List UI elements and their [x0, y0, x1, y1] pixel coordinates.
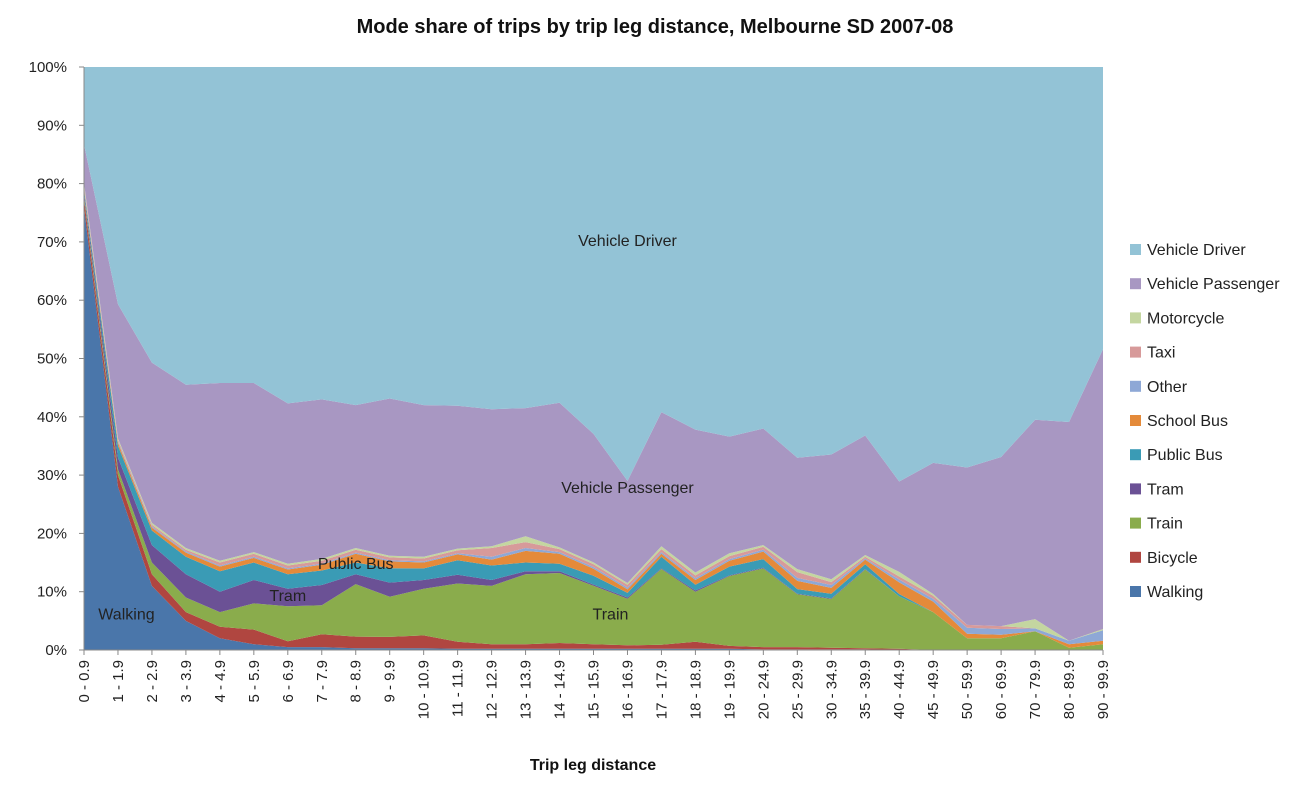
x-tick-label: 70 - 79.9: [1027, 660, 1044, 719]
label-vehicle-driver: Vehicle Driver: [578, 233, 677, 250]
x-tick-label: 0 - 0.9: [76, 660, 93, 703]
x-tick-label: 11 - 11.9: [450, 660, 467, 717]
y-tick-label: 100%: [29, 59, 67, 76]
x-axis-title: Trip leg distance: [530, 757, 656, 774]
area-vehicle-passenger: [84, 144, 1103, 641]
legend-swatch-tram: [1130, 483, 1141, 495]
legend-label-bicycle: Bicycle: [1147, 550, 1198, 567]
y-tick-label: 0%: [45, 642, 67, 659]
x-tick-label: 4 - 4.9: [212, 660, 229, 703]
x-tick-label: 90 - 99.9: [1095, 660, 1112, 719]
y-tick-label: 30%: [37, 467, 67, 484]
legend-label-vehicle-passenger: Vehicle Passenger: [1147, 276, 1280, 293]
y-tick-labels: 0% 10% 20% 30% 40% 50% 60% 70% 80% 90% 100%: [29, 59, 67, 659]
label-tram: Tram: [269, 588, 306, 605]
label-public-bus: Public Bus: [318, 556, 394, 573]
x-tick-label: 30 - 34.9: [823, 660, 840, 719]
legend-swatch-school-bus: [1130, 415, 1141, 426]
x-tick-label: 60 - 69.9: [993, 660, 1010, 719]
legend-swatch-bicycle: [1130, 551, 1141, 563]
legend-swatch-train: [1130, 517, 1141, 529]
area-layer: [84, 67, 1103, 651]
legend-label-taxi: Taxi: [1147, 345, 1175, 362]
legend-swatch-vehicle-passenger: [1130, 278, 1141, 290]
x-tick-label: 35 - 39.9: [857, 660, 874, 719]
x-tick-label: 3 - 3.9: [178, 660, 195, 703]
x-tick-label: 15 - 15.9: [586, 660, 603, 719]
y-tick-label: 80%: [37, 176, 67, 193]
x-tick-label: 14 - 14.9: [552, 660, 569, 719]
y-tick-label: 90%: [37, 117, 67, 134]
x-tick-label: 50 - 59.9: [959, 660, 976, 719]
legend-swatch-motorcycle: [1130, 312, 1141, 324]
legend-swatch-walking: [1130, 586, 1141, 597]
chart-title: Mode share of trips by trip leg distance…: [356, 16, 954, 38]
x-tick-label: 2 - 2.9: [144, 660, 161, 703]
x-tick-label: 1 - 1.9: [110, 660, 127, 703]
x-tick-label: 16 - 16.9: [619, 660, 636, 719]
x-tick-label: 45 - 49.9: [925, 660, 942, 719]
x-tick-label: 12 - 12.9: [484, 660, 501, 719]
x-tick-label: 25 - 29.9: [789, 660, 806, 719]
y-tick-label: 50%: [37, 351, 67, 368]
y-tick-label: 10%: [37, 584, 67, 601]
label-vehicle-passenger: Vehicle Passenger: [561, 480, 694, 497]
x-tick-label: 17 - 17.9: [653, 660, 670, 719]
y-tick-label: 40%: [37, 409, 67, 426]
legend: Vehicle Driver Vehicle Passenger Motorcycl…: [1130, 242, 1280, 601]
x-tick-label: 7 - 7.9: [314, 660, 331, 703]
x-tick-label: 10 - 10.9: [416, 660, 433, 719]
area-vehicle-driver: [84, 67, 1103, 482]
legend-swatch-taxi: [1130, 346, 1141, 358]
x-tick-label: 8 - 8.9: [348, 660, 365, 703]
legend-label-motorcycle: Motorcycle: [1147, 310, 1224, 327]
legend-label-train: Train: [1147, 516, 1183, 533]
x-tick-label: 6 - 6.9: [280, 660, 297, 703]
x-tick-label: 13 - 13.9: [518, 660, 535, 719]
legend-swatch-vehicle-driver: [1130, 244, 1141, 255]
axes-layer: [79, 66, 1104, 655]
x-tick-label: 80 - 89.9: [1061, 660, 1078, 719]
legend-swatch-other: [1130, 380, 1141, 392]
legend-label-tram: Tram: [1147, 481, 1184, 498]
legend-label-vehicle-driver: Vehicle Driver: [1147, 242, 1246, 259]
legend-label-school-bus: School Bus: [1147, 413, 1228, 430]
x-tick-label: 40 - 44.9: [891, 660, 908, 719]
x-tick-label: 20 - 24.9: [755, 660, 772, 719]
label-train: Train: [593, 607, 629, 624]
y-tick-label: 70%: [37, 234, 67, 251]
x-tick-label: 9 - 9.9: [382, 660, 399, 703]
x-tick-label: 5 - 5.9: [246, 660, 263, 703]
x-tick-label: 19 - 19.9: [721, 660, 738, 719]
x-tick-labels: 0 - 0.9 1 - 1.9 2 - 2.9 3 - 3.9 4 - 4.9 5 - 5…: [76, 660, 1112, 719]
legend-label-public-bus: Public Bus: [1147, 447, 1223, 464]
legend-label-other: Other: [1147, 379, 1188, 396]
label-walking: Walking: [98, 607, 154, 624]
area-train: [84, 195, 1103, 651]
y-tick-label: 60%: [37, 292, 67, 309]
y-tick-label: 20%: [37, 525, 67, 542]
in-chart-labels: Vehicle Driver Vehicle Passenger Public Bu…: [98, 233, 694, 624]
legend-label-walking: Walking: [1147, 584, 1203, 601]
legend-swatch-public-bus: [1130, 449, 1141, 461]
x-tick-label: 18 - 18.9: [687, 660, 704, 719]
